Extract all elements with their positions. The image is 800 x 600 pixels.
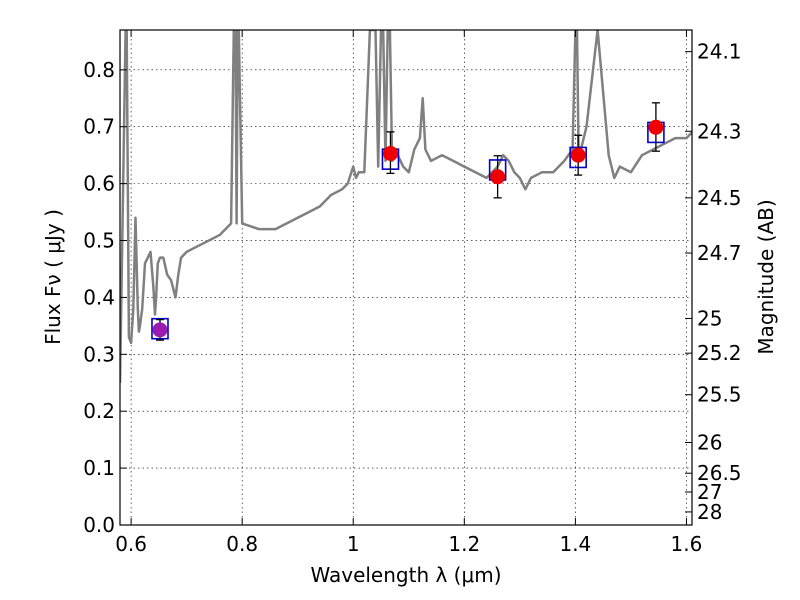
y-tick-label: 0.4 [83, 285, 115, 309]
magnitude-tick-label: 25 [697, 306, 722, 330]
tick-labels: 0.6 0.8 1 1.2 1.4 1.6 0.0 0.1 0.2 0.3 0.4 0.5 0.6 0.7… [83, 40, 741, 556]
observed-photometry-point [490, 169, 506, 185]
y-tick-label: 0.2 [83, 399, 115, 423]
x-tick-label: 0.6 [115, 532, 147, 556]
sed-model-series [120, 30, 692, 383]
observed-photometry-point [382, 145, 398, 161]
magnitude-tick-label: 24.5 [697, 186, 742, 210]
x-tick-label: 1.2 [448, 532, 480, 556]
x-tick-label: 1.6 [671, 532, 703, 556]
axis-ticks [120, 30, 692, 526]
magnitude-tick-label: 27 [697, 480, 722, 504]
y-axis-label: Flux Fν ( μJy ) [41, 209, 65, 345]
magnitude-tick-label: 24.1 [697, 40, 742, 64]
y-tick-label: 0.5 [83, 229, 115, 253]
y-tick-label: 0.6 [83, 172, 115, 196]
magnitude-tick-label: 24.7 [697, 241, 742, 265]
observed-photometry-point [648, 119, 664, 135]
magnitude-tick-label: 26.5 [697, 461, 742, 485]
magnitude-tick-label: 24.3 [697, 119, 742, 143]
y-tick-label: 0.1 [83, 456, 115, 480]
x-tick-label: 1.4 [559, 532, 591, 556]
magnitude-tick-label: 25.5 [697, 383, 742, 407]
sed-model-line [120, 30, 692, 383]
y-tick-label: 0.7 [83, 115, 115, 139]
observed-photometry-series [152, 102, 664, 341]
observed-photometry-point [152, 322, 168, 338]
y-tick-label: 0.8 [83, 58, 115, 82]
magnitude-tick-label: 26 [697, 431, 722, 455]
magnitude-tick-label: 28 [697, 500, 722, 524]
plot-frame [119, 29, 693, 526]
x-tick-label: 1 [347, 532, 360, 556]
magnitude-tick-label: 25.2 [697, 341, 742, 365]
observed-photometry-point [570, 147, 586, 163]
y-tick-label: 0.3 [83, 342, 115, 366]
grid [120, 30, 692, 526]
y-tick-label: 0.0 [83, 513, 115, 537]
x-axis-label: Wavelength λ (μm) [310, 563, 501, 587]
right-axis-label: Magnitude (AB) [754, 199, 778, 354]
x-tick-label: 0.8 [226, 532, 258, 556]
